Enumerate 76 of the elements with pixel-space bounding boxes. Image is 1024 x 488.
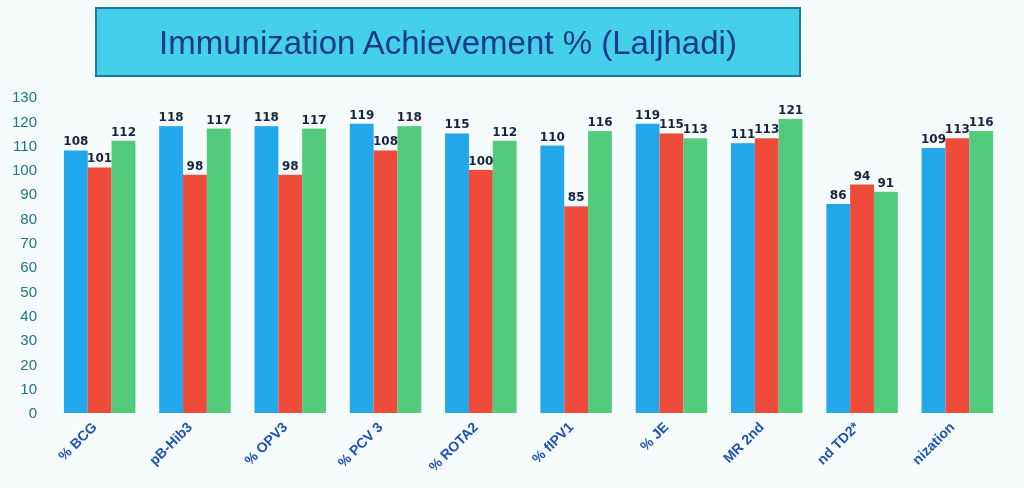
data-label: 117 (301, 112, 327, 127)
bar (349, 123, 374, 413)
y-tick-label: 90 (20, 185, 37, 203)
bar (492, 140, 517, 413)
data-label: 115 (444, 117, 470, 132)
bar (183, 174, 207, 413)
bar (635, 123, 660, 413)
data-label: 112 (492, 124, 518, 139)
y-tick-label: 130 (11, 88, 37, 106)
data-label: 111 (730, 127, 756, 142)
y-tick-label: 0 (28, 404, 37, 422)
data-label: 118 (396, 110, 422, 125)
bar (659, 133, 684, 413)
data-label: 117 (206, 112, 232, 127)
data-label: 115 (658, 117, 684, 132)
bar (683, 138, 708, 413)
data-label: 118 (253, 110, 279, 125)
bar (969, 131, 994, 413)
bar (254, 126, 279, 413)
data-label: 98 (186, 158, 204, 173)
data-label: 118 (158, 110, 184, 125)
data-label: 98 (281, 158, 299, 173)
bar (468, 169, 493, 413)
bar (778, 118, 803, 413)
bar (111, 140, 136, 413)
bar (826, 203, 851, 413)
y-tick-label: 80 (20, 209, 37, 227)
data-label: 100 (468, 153, 494, 168)
y-tick-label: 70 (20, 234, 37, 252)
data-label: 121 (778, 102, 804, 117)
y-tick-label: 110 (13, 136, 37, 154)
bar (873, 191, 898, 413)
bar (397, 126, 422, 413)
y-tick-label: 30 (20, 331, 37, 349)
data-label: 119 (349, 107, 375, 122)
data-label: 113 (944, 122, 970, 137)
y-tick-label: 50 (20, 282, 37, 300)
bar (588, 131, 612, 413)
bar (445, 133, 469, 413)
bar (87, 167, 112, 413)
y-tick-label: 60 (20, 258, 37, 276)
data-label: 113 (682, 122, 708, 137)
data-label: 86 (829, 187, 847, 202)
bar (278, 174, 303, 413)
bar (206, 128, 231, 413)
data-label: 110 (539, 129, 565, 144)
bar (921, 148, 946, 413)
data-label: 109 (920, 132, 947, 147)
data-label: 108 (63, 134, 89, 149)
bar (564, 206, 589, 413)
data-label: 101 (87, 151, 113, 166)
data-label: 119 (635, 107, 661, 122)
y-tick-label: 20 (20, 355, 37, 373)
data-label: 85 (567, 190, 585, 205)
bar (850, 184, 874, 413)
bar (945, 138, 970, 413)
data-label: 94 (853, 168, 871, 183)
chart-title: Immunization Achievement % (Laljhadi) (159, 23, 737, 61)
data-label: 113 (754, 122, 780, 137)
y-tick-label: 40 (20, 307, 37, 325)
data-label: 112 (110, 124, 137, 139)
data-label: 116 (968, 115, 994, 130)
bar (159, 126, 184, 413)
x-tick-label: % JE (636, 418, 672, 454)
y-tick-label: 100 (11, 161, 37, 179)
bar (373, 150, 398, 413)
data-label: 91 (877, 175, 895, 190)
bar (302, 128, 326, 413)
data-label: 108 (373, 134, 399, 149)
bar (540, 145, 565, 413)
y-tick-label: 10 (20, 379, 37, 397)
bar (754, 138, 779, 413)
bar (731, 143, 755, 413)
y-tick-label: 120 (11, 112, 37, 130)
data-label: 116 (587, 115, 613, 130)
bar (63, 150, 88, 413)
